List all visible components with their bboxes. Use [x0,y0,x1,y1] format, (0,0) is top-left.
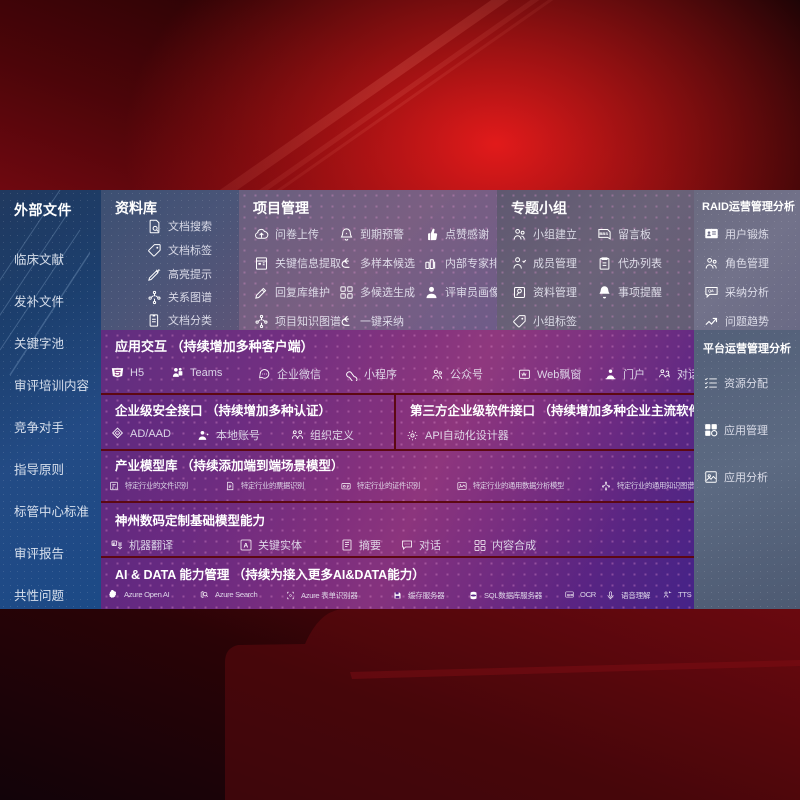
svg-text:OCR: OCR [567,593,574,597]
svg-text:A: A [244,543,249,550]
svg-text:BBS: BBS [600,230,609,235]
svg-text:QA: QA [708,289,714,293]
svg-text:机: 机 [113,541,116,546]
